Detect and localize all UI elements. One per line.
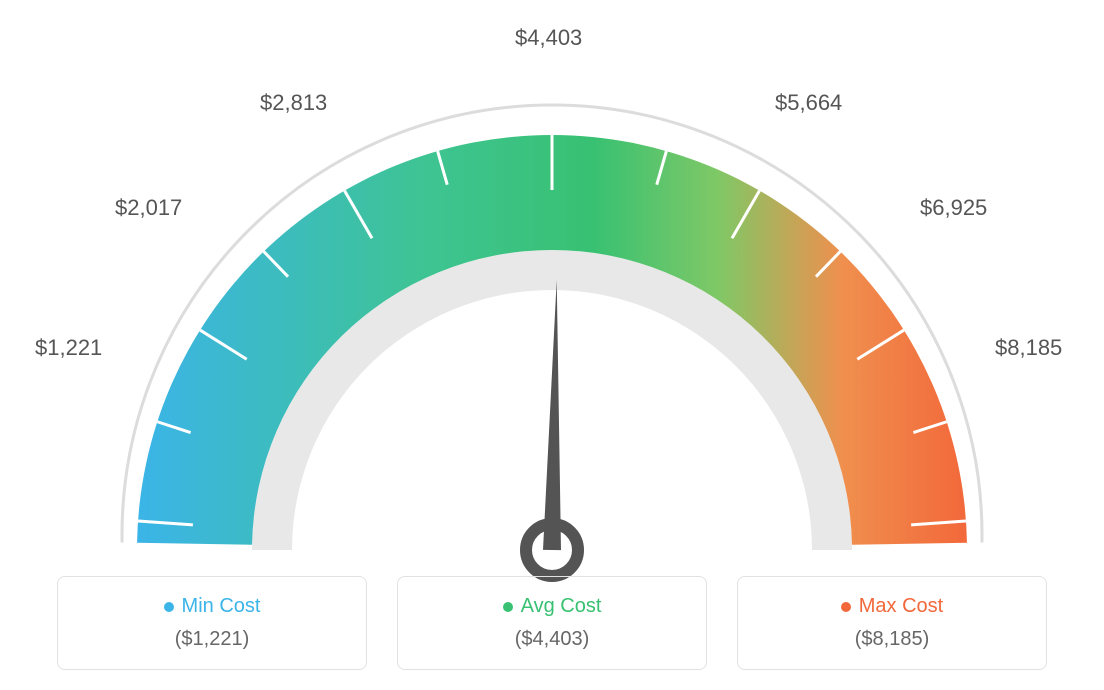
tick-label: $1,221 — [35, 335, 102, 361]
legend-card-avg: Avg Cost ($4,403) — [397, 576, 707, 670]
gauge-svg — [0, 50, 1104, 610]
legend-card-max: Max Cost ($8,185) — [737, 576, 1047, 670]
tick-label: $4,403 — [515, 25, 582, 51]
legend-dot-icon — [503, 602, 513, 612]
legend-title-text: Max Cost — [859, 595, 943, 618]
legend-title-avg: Avg Cost — [503, 595, 602, 618]
gauge-needle — [543, 280, 561, 550]
legend-dot-icon — [841, 602, 851, 612]
legend-value-max: ($8,185) — [748, 628, 1036, 651]
legend-card-min: Min Cost ($1,221) — [57, 576, 367, 670]
tick-label: $6,925 — [920, 195, 987, 221]
tick-label: $2,813 — [260, 90, 327, 116]
gauge-chart: $1,221 $2,017 $2,813 $4,403 $5,664 $6,925 $8,1… — [0, 0, 1104, 560]
legend-row: Min Cost ($1,221) Avg Cost ($4,403) Max Cost… — [0, 576, 1104, 670]
legend-title-text: Avg Cost — [521, 595, 602, 618]
legend-dot-icon — [164, 602, 174, 612]
legend-value-avg: ($4,403) — [408, 628, 696, 651]
legend-title-min: Min Cost — [164, 595, 261, 618]
legend-value-min: ($1,221) — [68, 628, 356, 651]
tick-label: $2,017 — [115, 195, 182, 221]
legend-title-text: Min Cost — [182, 595, 261, 618]
legend-title-max: Max Cost — [841, 595, 943, 618]
tick-label: $8,185 — [995, 335, 1062, 361]
tick-label: $5,664 — [775, 90, 842, 116]
